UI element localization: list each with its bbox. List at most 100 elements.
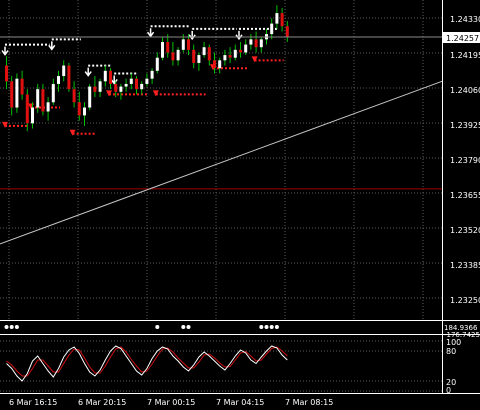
candle-body — [166, 41, 170, 53]
oscillator-scale-0: 0 — [446, 386, 451, 395]
current-price-label: 1.24257 — [446, 34, 479, 43]
signal-scale-low: -176.7425 — [444, 331, 480, 339]
candle-body — [171, 52, 175, 61]
dot-icon — [181, 325, 186, 329]
signal-scale-high: 184.9366 — [444, 324, 478, 332]
signal-panel[interactable]: 184.9366 -176.7425 — [0, 320, 480, 339]
candle-body — [83, 107, 86, 116]
candle-body — [280, 13, 284, 27]
dot-icon — [9, 325, 14, 329]
candle-body — [228, 55, 232, 58]
price-tick: 1.24060 — [450, 86, 480, 95]
dot-icon — [14, 325, 19, 329]
price-tick: 1.24195 — [450, 51, 480, 60]
oscillator-main-line — [6, 345, 288, 382]
candle-body — [140, 83, 144, 90]
dot-icon — [4, 325, 9, 329]
trendline-segment — [0, 80, 443, 245]
candle-body — [218, 60, 222, 69]
candle-body — [135, 78, 138, 90]
time-label: 7 Mar 04:15 — [216, 398, 264, 407]
candle-body — [145, 78, 149, 84]
candle-body — [20, 78, 24, 95]
candle-body — [15, 78, 19, 108]
price-tick: 1.23250 — [450, 296, 480, 305]
candle-body — [259, 39, 263, 48]
candle-body — [150, 70, 154, 79]
price-tick: 1.23520 — [450, 226, 480, 235]
candle-body — [57, 76, 60, 84]
oscillator-lines — [6, 345, 288, 382]
candle-body — [77, 102, 81, 116]
dot-icon — [186, 325, 191, 329]
support-arrow-icon — [106, 90, 112, 97]
candle-body — [62, 65, 66, 77]
price-tick: 1.24330 — [450, 15, 480, 24]
candle-body — [192, 49, 196, 63]
candle-body — [5, 65, 8, 82]
candle-body — [254, 39, 258, 48]
candle-body — [124, 83, 128, 87]
candle-body — [10, 81, 14, 108]
support-arrow-icon — [152, 90, 159, 97]
oscillator-scale-20: 20 — [446, 378, 456, 387]
candle-body — [187, 39, 190, 50]
support-arrow-icon — [69, 129, 76, 136]
candle-body — [67, 65, 71, 90]
candle-body — [202, 47, 206, 56]
price-tick: 1.23925 — [450, 121, 480, 130]
candle-body — [36, 89, 40, 108]
price-chart-pane[interactable] — [0, 0, 443, 320]
oscillator-scale-100: 100 — [446, 338, 461, 347]
candle-body — [181, 39, 185, 50]
candle-body — [223, 55, 227, 61]
candle-body — [176, 49, 180, 61]
support-arrow-icon — [2, 121, 8, 128]
time-label: 6 Mar 16:15 — [9, 398, 57, 407]
candle-body — [233, 49, 237, 58]
candle-body — [109, 70, 112, 84]
oscillator-scale-80: 80 — [446, 347, 456, 356]
candle-body — [46, 102, 50, 112]
current-price-tag: 1.24257 — [443, 32, 480, 43]
time-axis: 6 Mar 16:15 6 Mar 20:15 7 Mar 00:15 7 Ma… — [9, 398, 333, 407]
candle-body — [72, 89, 76, 103]
dot-icon — [274, 325, 279, 329]
candles[interactable] — [5, 5, 289, 132]
candle-body — [244, 44, 248, 53]
candle-body — [93, 86, 97, 92]
candle-body — [31, 107, 34, 124]
candle-body — [270, 23, 274, 35]
candle-body — [25, 94, 29, 124]
candle-body — [88, 86, 92, 108]
candle-body — [213, 60, 216, 69]
trendline[interactable] — [0, 80, 443, 245]
resistance-arrow-icon — [147, 28, 155, 38]
price-tick: 1.23385 — [450, 261, 480, 270]
dot-icon — [264, 325, 269, 329]
resistance-arrow-icon — [48, 41, 56, 51]
candle-body — [161, 41, 164, 58]
oscillator-panel[interactable]: 100 80 20 0 — [0, 335, 480, 395]
time-label: 7 Mar 00:15 — [147, 398, 195, 407]
dot-icon — [155, 325, 160, 329]
candle-body — [119, 86, 123, 92]
candle-body — [41, 89, 45, 112]
candle-body — [275, 13, 279, 24]
price-grid — [0, 0, 442, 320]
candle-body — [51, 83, 55, 103]
candle-body — [103, 70, 107, 82]
price-axis: 1.24330 1.24195 1.24060 1.23925 1.23790 … — [443, 15, 480, 305]
signal-markers — [4, 325, 279, 329]
candle-body — [207, 47, 211, 61]
candle-body — [239, 49, 242, 53]
dot-icon — [259, 325, 264, 329]
resistance-arrow-icon — [84, 67, 92, 77]
oscillator-signal-line — [6, 346, 288, 377]
candle-body — [197, 55, 201, 63]
candle-body — [114, 83, 118, 92]
candle-body — [98, 81, 102, 92]
price-tick: 1.23655 — [450, 191, 480, 200]
candle-body — [249, 39, 253, 45]
